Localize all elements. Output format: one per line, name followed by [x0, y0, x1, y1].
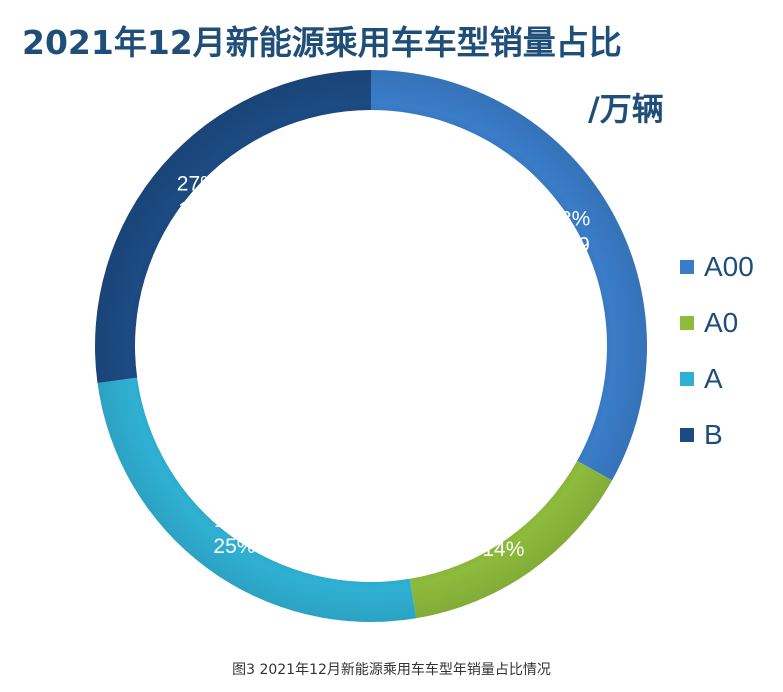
- percent-label-a0: 14%: [482, 538, 524, 561]
- chart-unit: /万辆: [588, 90, 664, 128]
- legend-swatch-a: [680, 372, 694, 386]
- legend: A00 A0 A B: [680, 251, 754, 476]
- legend-label-a0: A0: [704, 307, 739, 338]
- value-label-a00: 13.9: [549, 234, 590, 257]
- legend-item-a00: A00: [680, 251, 754, 282]
- legend-item-b: B: [680, 419, 754, 450]
- legend-label-a: A: [704, 363, 723, 394]
- legend-item-a0: A0: [680, 307, 754, 338]
- legend-label-a00: A00: [704, 251, 754, 282]
- donut-slice-shade-a00: [371, 70, 647, 481]
- percent-label-a00: 33%: [548, 208, 590, 231]
- value-label-a0: 6: [498, 512, 510, 535]
- legend-item-a: A: [680, 363, 754, 394]
- donut-slice-shade-a0: [409, 460, 613, 619]
- legend-label-b: B: [704, 419, 723, 450]
- figure-caption: 图3 2021年12月新能源乘用车车型年销量占比情况: [232, 662, 551, 678]
- percent-label-b: 27%: [177, 173, 219, 196]
- percent-label-a: 25%: [213, 535, 255, 558]
- legend-swatch-a00: [680, 260, 694, 274]
- legend-swatch-a0: [680, 316, 694, 330]
- donut-slice-shade-a: [97, 377, 417, 623]
- legend-swatch-b: [680, 428, 694, 442]
- value-label-a: 10.7: [214, 509, 255, 532]
- value-label-b: 11.4: [178, 199, 218, 222]
- donut-slice-shade-b: [94, 70, 371, 384]
- chart-title: 2021年12月新能源乘用车车型销量占比: [22, 23, 622, 62]
